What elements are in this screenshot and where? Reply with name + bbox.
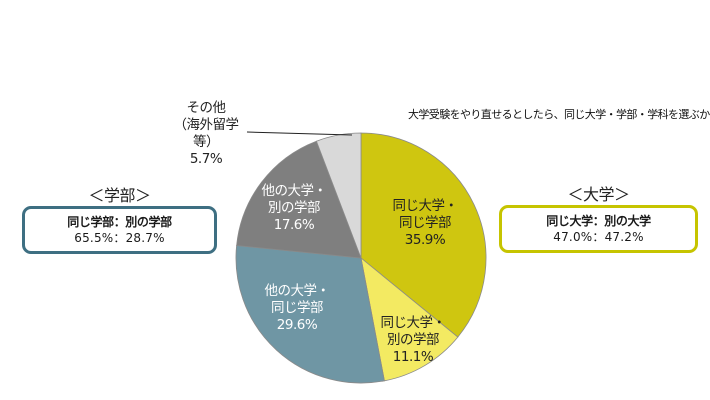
chart-title: 大学受験をやり直せるとしたら、同じ大学・学部・学科を選ぶか	[408, 108, 710, 121]
slice-label-value: 11.1%	[392, 349, 434, 365]
slice-same-univ-same-faculty	[360, 132, 487, 338]
faculty-heading: ＜学部＞	[88, 186, 151, 205]
leader-line	[246, 131, 353, 136]
slice-label-line1: 他の大学・	[261, 183, 328, 199]
slice-other-univ-same-faculty	[235, 245, 385, 384]
faculty-summary-values: 65.5%：28.7%	[74, 231, 165, 245]
slice-label-line1: 他の大学・	[264, 283, 331, 299]
slice-label-line1: 同じ大学・	[392, 198, 459, 214]
university-summary-values: 47.0%：47.2%	[553, 230, 644, 244]
slice-label-same-univ-same-faculty: 同じ大学・ 同じ学部 35.9%	[385, 198, 465, 249]
slice-label-line2: 別の学部	[387, 332, 440, 348]
slice-label-other-univ-diff-faculty: 他の大学・ 別の学部 17.6%	[253, 183, 335, 234]
slice-label-value: 5.7%	[189, 151, 223, 167]
slice-same-univ-diff-faculty	[360, 256, 459, 382]
faculty-summary-box: 同じ学部：別の学部 65.5%：28.7%	[22, 206, 217, 254]
slice-label-other: その他 （海外留学 等） 5.7%	[160, 100, 252, 168]
slice-label-line2: （海外留学	[173, 117, 240, 133]
faculty-summary-labels: 同じ学部：別の学部	[67, 215, 172, 229]
slice-label-value: 35.9%	[404, 232, 446, 248]
slice-other-univ-diff-faculty	[236, 140, 362, 259]
slice-label-other-univ-same-faculty: 他の大学・ 同じ学部 29.6%	[256, 283, 338, 334]
university-heading: ＜大学＞	[567, 185, 630, 204]
slice-label-line2: 別の学部	[268, 200, 321, 216]
slice-label-value: 29.6%	[276, 317, 318, 333]
slice-label-line1: 同じ大学・	[380, 315, 447, 331]
university-summary-labels: 同じ大学：別の大学	[546, 214, 651, 228]
slice-label-same-univ-diff-faculty: 同じ大学・ 別の学部 11.1%	[372, 315, 454, 366]
slice-label-line2: 同じ学部	[399, 215, 452, 231]
slice-label-line3: 等）	[193, 134, 220, 150]
slice-label-line2: 同じ学部	[271, 300, 324, 316]
university-summary-box: 同じ大学：別の大学 47.0%：47.2%	[499, 205, 698, 253]
slice-label-line1: その他	[186, 100, 227, 116]
slice-label-value: 17.6%	[273, 217, 315, 233]
slice-other	[315, 132, 362, 259]
